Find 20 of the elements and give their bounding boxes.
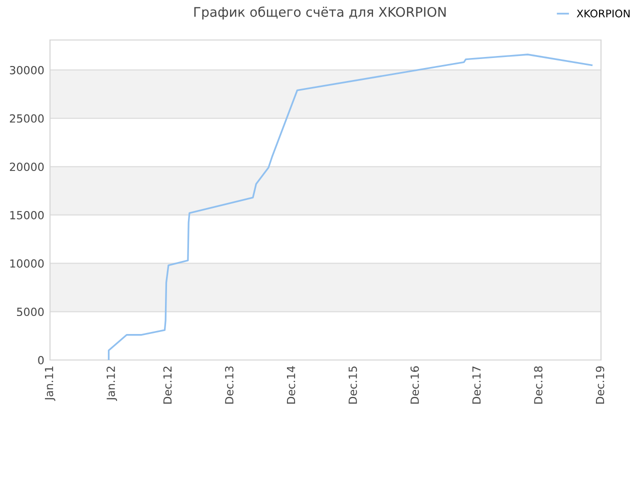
y-tick-label: 30000: [10, 66, 44, 74]
x-tick-label: Dec.18: [534, 366, 542, 404]
x-tick-label: Dec.14: [286, 366, 296, 404]
x-tick-label: Dec.17: [472, 366, 481, 404]
x-tick-label: Dec.15: [348, 366, 357, 404]
x-tick-label: Dec.19: [596, 366, 604, 404]
x-tick-label: Jan.11: [44, 366, 56, 401]
y-tick-label: 0: [38, 356, 44, 364]
y-tick-label: 15000: [10, 210, 44, 220]
y-tick-label: 10000: [10, 259, 44, 268]
x-tick-label: Dec.12: [163, 366, 172, 404]
x-tick-label: Dec.13: [225, 366, 234, 404]
legend-label: XKORPION: [576, 10, 630, 18]
y-tick-label: 5000: [17, 308, 44, 316]
line-series: [108, 54, 593, 360]
x-tick-label: Jan.12: [106, 366, 118, 401]
x-tick-label: Dec.16: [410, 366, 419, 404]
y-tick-label: 25000: [10, 114, 44, 123]
chart-title: График общего счёта для XKORPION: [194, 6, 446, 20]
y-tick-label: 20000: [10, 162, 44, 172]
